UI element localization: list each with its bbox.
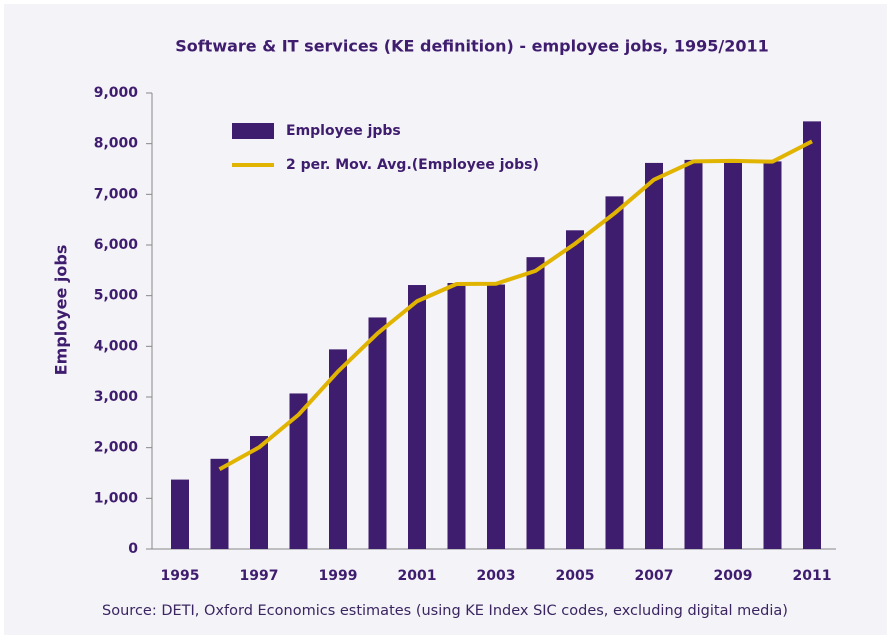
y-tick-label: 3,000 [94,389,139,405]
y-tick-label: 5,000 [94,288,139,304]
y-axis-label: Employee jobs [52,245,71,376]
bar [289,393,308,549]
x-tick-label: 2011 [793,568,832,584]
x-tick-label: 1997 [240,568,279,584]
bar [487,284,505,549]
bar [329,349,347,549]
bar [605,196,624,550]
bar [447,283,466,549]
bar [724,161,742,549]
y-tick-label: 4,000 [94,338,139,354]
bar [368,317,387,549]
source-note: Source: DETI, Oxford Economics estimates… [102,603,788,619]
x-tick-label: 2005 [556,568,595,584]
bar [803,121,821,549]
x-tick-label: 2007 [635,568,674,584]
x-tick-label: 1995 [161,568,200,584]
y-tick-label: 1,000 [94,490,139,506]
bar [526,257,545,549]
y-tick-label: 9,000 [94,85,139,101]
moving-average-line [218,139,813,471]
x-tick-label: 2009 [714,568,753,584]
x-tick-label: 2003 [477,568,516,584]
x-tick-label: 2001 [398,568,437,584]
bar [645,162,663,550]
legend-swatch [232,123,274,139]
bar [763,161,782,549]
x-tick-label: 1999 [319,568,358,584]
bar [408,285,426,549]
bar [684,159,703,549]
y-tick-label: 8,000 [94,136,139,152]
bar [250,436,268,549]
bar [171,479,189,549]
y-tick-label: 7,000 [94,186,139,202]
legend-label: Employee jpbs [286,123,401,139]
y-tick-label: 2,000 [94,440,139,456]
legend-label: 2 per. Mov. Avg.(Employee jobs) [286,157,539,173]
y-tick-label: 6,000 [94,237,139,253]
bar [210,458,229,549]
y-tick-label: 0 [128,541,138,557]
bar [566,230,584,549]
chart-title: Software & IT services (KE definition) -… [175,37,769,56]
